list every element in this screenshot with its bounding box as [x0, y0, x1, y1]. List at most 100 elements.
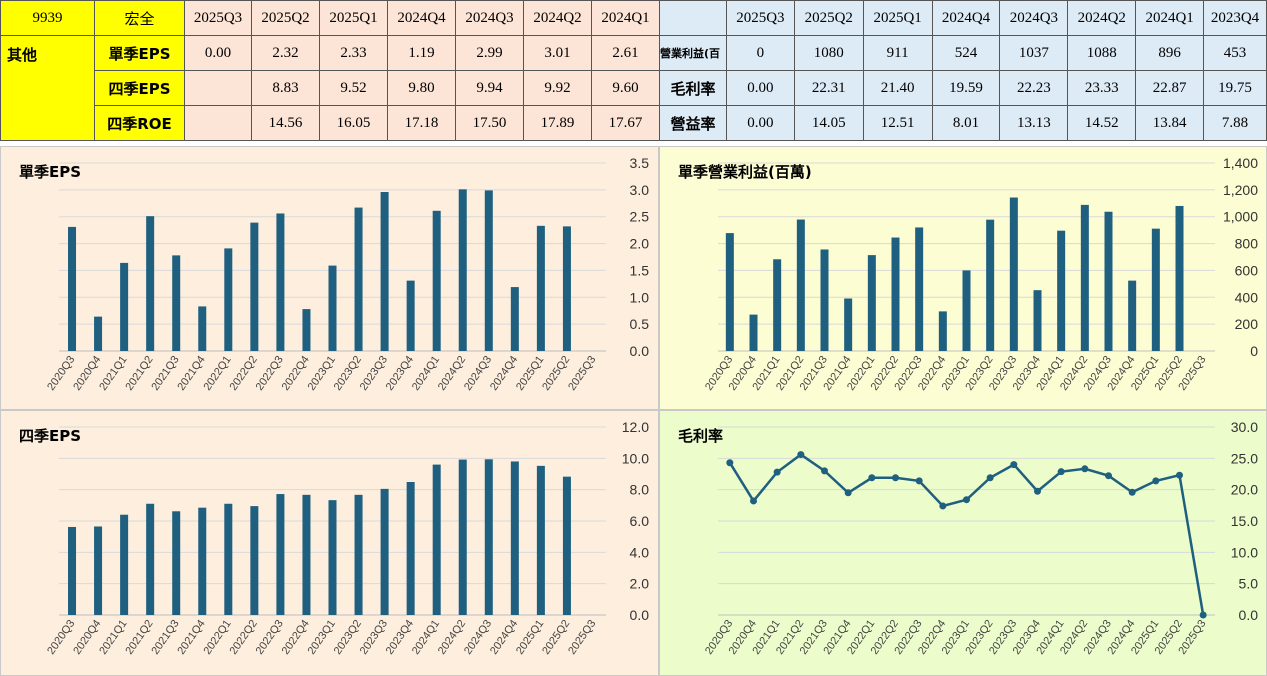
table-cell: 1080 — [793, 35, 864, 71]
table-cell: 2.32 — [251, 35, 320, 71]
x-tick-label: 2025Q3 — [566, 354, 598, 393]
table-cell: 1037 — [999, 35, 1069, 71]
data-point — [1057, 468, 1065, 476]
financial-table-right: 2025Q3 2025Q2 2025Q1 2024Q4 2024Q3 2024Q… — [659, 0, 1267, 141]
bar — [146, 216, 155, 351]
y-tick-label: 10.0 — [1231, 544, 1258, 560]
bar — [354, 494, 363, 615]
financial-table-left: 9939 宏全 2025Q3 2025Q2 2025Q1 2024Q4 2024… — [0, 0, 660, 141]
column-header: 2024Q3 — [999, 0, 1069, 36]
table-cell: 14.56 — [251, 105, 320, 141]
blank-header — [659, 0, 727, 36]
table-cell: 12.51 — [862, 105, 933, 141]
table-cell: 17.18 — [387, 105, 456, 141]
bar — [68, 526, 77, 615]
table-cell: 16.05 — [319, 105, 388, 141]
bar — [986, 219, 995, 351]
bar — [820, 249, 829, 351]
data-point — [939, 502, 947, 510]
bar — [1151, 228, 1160, 351]
column-header: 2025Q2 — [251, 0, 320, 36]
table-cell: 8.01 — [931, 105, 1001, 141]
table-cell: 13.13 — [999, 105, 1069, 141]
table-cell: 9.52 — [319, 70, 388, 106]
bar — [224, 503, 233, 615]
table-cell: 22.87 — [1135, 70, 1205, 106]
bar — [432, 464, 441, 615]
category-label: 其他 — [0, 35, 95, 141]
row-label: 營益率 — [659, 105, 727, 141]
column-header: 2024Q4 — [931, 0, 1001, 36]
column-header: 2024Q4 — [387, 0, 456, 36]
data-point — [1034, 487, 1041, 495]
bar — [1128, 280, 1137, 351]
bar — [1104, 211, 1113, 351]
table-cell: 7.88 — [1203, 105, 1267, 141]
y-tick-label: 0.0 — [630, 607, 650, 623]
bar — [302, 494, 311, 615]
y-tick-label: 3.5 — [630, 155, 650, 171]
table-cell: 17.89 — [523, 105, 592, 141]
bar — [198, 306, 207, 351]
y-tick-label: 600 — [1235, 262, 1259, 278]
y-tick-label: 4.0 — [630, 544, 650, 560]
y-tick-label: 1,200 — [1223, 182, 1258, 198]
y-tick-label: 2.0 — [630, 236, 650, 252]
chart-title: 毛利率 — [678, 427, 724, 445]
bar — [562, 476, 571, 615]
chart-title: 單季營業利益(百萬) — [678, 163, 812, 181]
y-tick-label: 5.0 — [1239, 576, 1259, 592]
data-point — [844, 489, 852, 497]
table-cell: 8.83 — [251, 70, 320, 106]
y-tick-label: 400 — [1235, 289, 1259, 305]
y-tick-label: 1.0 — [630, 289, 650, 305]
bar — [1057, 230, 1066, 351]
data-point — [773, 468, 781, 476]
data-point — [1105, 472, 1112, 480]
eps-4q-chart: 12.0 10.0 8.0 6.0 4.0 2.0 0.0 2020Q3 2020Q4 2021Q… — [0, 410, 659, 676]
table-cell: 17.67 — [591, 105, 660, 141]
table-cell: 19.75 — [1203, 70, 1267, 106]
bar — [725, 233, 734, 351]
data-point — [797, 451, 805, 459]
y-tick-label: 30.0 — [1231, 419, 1258, 435]
bar — [68, 226, 77, 351]
bar — [276, 494, 285, 615]
data-point — [1010, 461, 1018, 469]
bar — [1009, 197, 1018, 351]
data-point — [1176, 471, 1183, 479]
bar — [94, 526, 103, 615]
data-point — [750, 497, 757, 505]
row-label: 營業利益(百 — [659, 35, 727, 71]
table-cell: 19.59 — [931, 70, 1001, 106]
table-cell: 524 — [931, 35, 1001, 71]
op-income-plot: 1,4001,2001,00080060040020002020Q32020Q4… — [703, 155, 1259, 393]
row-label: 四季EPS — [94, 70, 185, 106]
table-cell: 22.31 — [793, 70, 864, 106]
bar — [380, 488, 389, 615]
table-cell: 0 — [725, 35, 795, 71]
table-cell: 14.52 — [1067, 105, 1137, 141]
bar — [962, 270, 971, 351]
bar — [749, 314, 758, 351]
data-point — [986, 474, 994, 482]
bar — [915, 227, 924, 351]
column-header: 2024Q3 — [455, 0, 524, 36]
bar — [773, 259, 782, 351]
series-line — [728, 453, 1205, 616]
bar — [276, 213, 285, 351]
data-point — [1081, 465, 1089, 473]
row-label: 四季ROE — [94, 105, 185, 141]
bar — [536, 225, 545, 351]
table-cell: 2.99 — [455, 35, 524, 71]
column-header: 2025Q3 — [184, 0, 252, 36]
column-header: 2025Q3 — [725, 0, 795, 36]
row-label: 毛利率 — [659, 70, 727, 106]
stock-code: 9939 — [0, 0, 95, 36]
bar — [938, 311, 947, 351]
y-tick-label: 800 — [1235, 236, 1259, 252]
bar — [510, 461, 519, 615]
y-tick-label: 15.0 — [1231, 513, 1258, 529]
table-cell — [184, 70, 252, 106]
table-cell: 9.60 — [591, 70, 660, 106]
